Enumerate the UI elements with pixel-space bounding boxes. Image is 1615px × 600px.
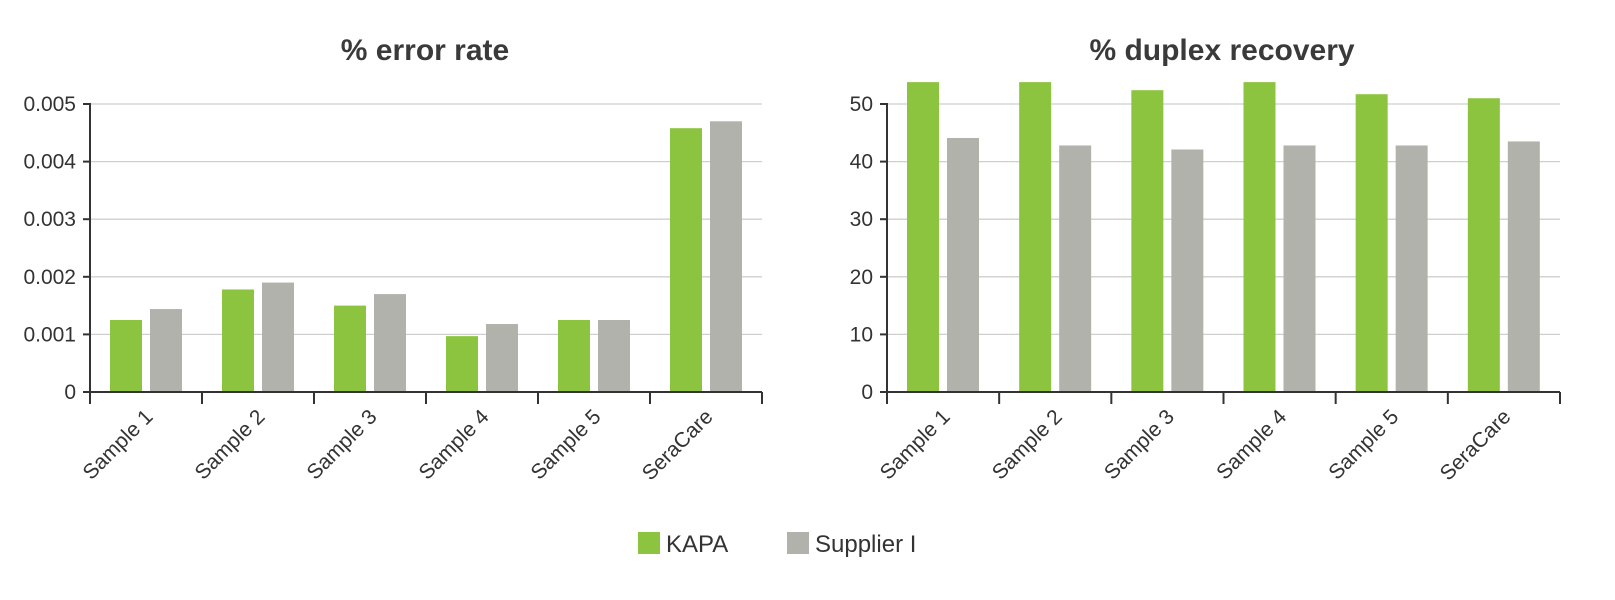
- x-tick-label: Sample 5: [527, 405, 606, 484]
- bar-supplier-i-seracare: [1507, 141, 1540, 392]
- x-tick-label: Sample 3: [303, 405, 382, 484]
- x-tick-label: Sample 4: [1212, 405, 1291, 484]
- bar-supplier-i-sample-2: [1059, 145, 1092, 392]
- x-tick-label: Sample 2: [191, 405, 270, 484]
- bar-kapa-sample-2: [222, 289, 254, 392]
- x-tick-label: Sample 2: [988, 405, 1067, 484]
- x-tick-label: Sample 3: [1100, 405, 1179, 484]
- legend-swatch-supplier: [787, 532, 809, 554]
- y-tick-label: 40: [850, 151, 873, 174]
- y-tick-label: 0: [861, 381, 873, 404]
- bar-kapa-sample-5: [1355, 94, 1388, 392]
- legend-label-supplier: Supplier I: [815, 531, 916, 558]
- bar-supplier-i-sample-4: [1283, 145, 1316, 392]
- chart-title-error-rate: % error rate: [341, 34, 509, 67]
- bar-kapa-sample-4: [446, 336, 478, 392]
- bar-kapa-sample-3: [334, 305, 366, 392]
- y-tick-label: 20: [850, 266, 873, 289]
- plot-1: 0 10 20 30 40 50 Sample 1 Sample 2 Sample 3 Sampl…: [850, 82, 1561, 485]
- legend: KAPA Supplier I: [638, 531, 916, 558]
- bar-supplier-i-sample-2: [262, 282, 294, 392]
- bar-supplier-i-sample-4: [486, 324, 518, 392]
- y-tick-label: 50: [850, 93, 873, 116]
- y-tick-label: 0.003: [23, 208, 76, 231]
- y-tick-label: 10: [850, 323, 873, 346]
- bar-supplier-i-sample-1: [947, 137, 979, 392]
- chart-title-duplex-recovery: % duplex recovery: [1089, 34, 1354, 67]
- y-tick-label: 30: [850, 208, 873, 231]
- bar-kapa-seracare: [1467, 98, 1500, 393]
- x-tick-label: Sample 4: [415, 405, 494, 484]
- bar-supplier-i-seracare: [710, 121, 742, 392]
- bar-kapa-sample-2: [1019, 82, 1052, 392]
- y-tick-label: 0.001: [23, 323, 76, 346]
- y-tick-label: 0: [64, 381, 76, 404]
- y-tick-label: 0.004: [23, 151, 76, 174]
- x-tick-label: Sample 1: [876, 405, 955, 484]
- x-tick-label: SeraCare: [638, 405, 718, 485]
- bar-supplier-i-sample-1: [150, 309, 182, 392]
- x-tick-label: Sample 5: [1324, 405, 1403, 484]
- legend-label-kapa: KAPA: [666, 531, 728, 558]
- x-tick-label: SeraCare: [1436, 405, 1516, 485]
- bar-kapa-sample-1: [110, 320, 142, 392]
- y-tick-label: 0.002: [23, 266, 76, 289]
- bar-kapa-sample-4: [1243, 82, 1276, 392]
- bar-supplier-i-sample-3: [1171, 149, 1204, 392]
- plot-0: 0 0.001 0.002 0.003 0.004 0.005 Sample 1 Sample…: [23, 93, 763, 485]
- bar-supplier-i-sample-3: [374, 294, 406, 392]
- bar-kapa-sample-3: [1131, 90, 1164, 393]
- legend-swatch-kapa: [638, 532, 660, 554]
- x-tick-label: Sample 1: [79, 405, 158, 484]
- bar-kapa-seracare: [670, 128, 702, 392]
- bar-supplier-i-sample-5: [598, 320, 630, 392]
- bar-kapa-sample-5: [558, 320, 590, 392]
- y-tick-label: 0.005: [23, 93, 76, 116]
- bar-supplier-i-sample-5: [1395, 145, 1428, 392]
- bar-kapa-sample-1: [907, 82, 939, 392]
